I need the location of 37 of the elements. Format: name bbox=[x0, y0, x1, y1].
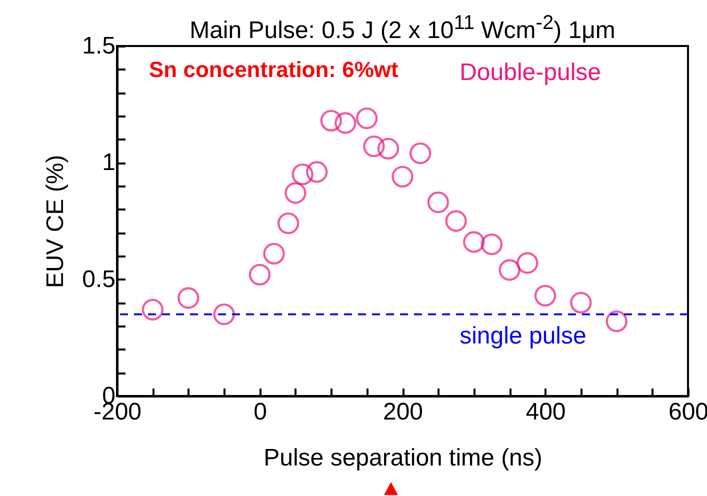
chart-title: Main Pulse: 0.5 J (2 x 10$^{11}$ Wcm$^{-2}$) 1μm bbox=[188, 11, 616, 46]
point bbox=[480, 234, 503, 256]
point bbox=[356, 108, 378, 130]
point bbox=[570, 292, 592, 314]
y-tick-label: 1.5 bbox=[82, 32, 116, 60]
ref-line-label: single pulse bbox=[460, 322, 586, 350]
x-tick-label: 0 bbox=[254, 398, 267, 426]
point bbox=[392, 166, 414, 188]
point bbox=[463, 231, 485, 253]
point bbox=[248, 264, 271, 286]
annotation: Sn concentration: 6%wt bbox=[149, 57, 400, 82]
point bbox=[445, 210, 467, 232]
point bbox=[363, 136, 385, 158]
point bbox=[277, 212, 300, 234]
point bbox=[409, 142, 432, 164]
point bbox=[306, 161, 328, 183]
point bbox=[320, 110, 342, 132]
point bbox=[263, 242, 285, 264]
point bbox=[516, 252, 538, 274]
point bbox=[178, 287, 200, 309]
point bbox=[334, 112, 356, 134]
point bbox=[284, 182, 306, 204]
point bbox=[377, 138, 400, 160]
y-tick-label: 1 bbox=[102, 149, 116, 176]
text: Double-pulse bbox=[460, 59, 602, 86]
y-axis-title: EUV CE (%) bbox=[42, 154, 70, 288]
point bbox=[292, 164, 314, 186]
x-tick-label: 400 bbox=[526, 398, 566, 426]
point bbox=[213, 304, 235, 326]
point bbox=[606, 310, 628, 332]
point bbox=[534, 284, 556, 306]
point bbox=[498, 259, 520, 281]
point bbox=[427, 192, 450, 214]
point bbox=[142, 298, 164, 320]
x-axis-title: Pulse separation time (ns) bbox=[264, 444, 542, 472]
x-tick-label: 200 bbox=[382, 398, 424, 426]
y-tick-label: 0.5 bbox=[82, 266, 116, 293]
